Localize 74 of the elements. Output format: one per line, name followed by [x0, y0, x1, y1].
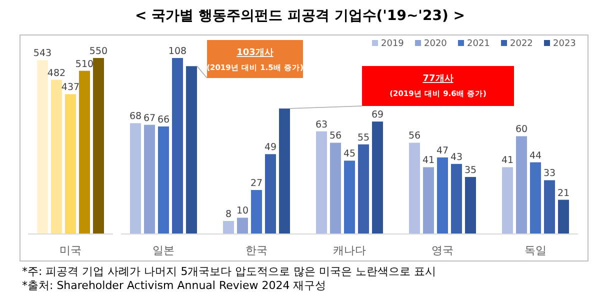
data-label: 63 — [315, 119, 328, 130]
bar — [451, 164, 462, 234]
data-label: 33 — [543, 168, 556, 180]
bar — [316, 131, 327, 234]
bar — [223, 220, 234, 234]
bar — [265, 154, 276, 234]
data-label: 45 — [343, 148, 356, 160]
data-label: 41 — [422, 155, 435, 166]
data-label: 68 — [129, 111, 142, 122]
bar — [158, 126, 169, 234]
data-label: 543 — [33, 48, 52, 60]
data-label: 49 — [264, 142, 277, 154]
chart-title: < 국가별 행동주의펀드 피공격 기업수('19~'23) > — [135, 8, 465, 24]
x-tick-label: 캐나다 — [333, 244, 366, 257]
x-tick-label: 일본 — [152, 244, 174, 257]
bar — [79, 70, 90, 234]
bar — [237, 218, 248, 234]
bar — [437, 157, 448, 234]
data-label: 43 — [450, 152, 463, 163]
data-label: 60 — [515, 124, 528, 136]
legend-label: 2020 — [424, 39, 448, 49]
data-label: 482 — [47, 68, 66, 79]
data-label: 108 — [168, 46, 187, 57]
bar — [530, 162, 541, 234]
data-label: 55 — [357, 132, 370, 144]
data-label: 10 — [236, 206, 249, 217]
x-tick-label: 영국 — [432, 244, 454, 257]
bar — [144, 124, 155, 234]
x-tick-label: 독일 — [524, 244, 546, 257]
data-label: 21 — [557, 188, 570, 199]
bar — [172, 58, 183, 234]
bar — [130, 123, 141, 234]
legend-label: 2021 — [467, 39, 490, 49]
x-tick-label: 미국 — [60, 244, 82, 257]
data-label: 550 — [89, 46, 108, 57]
bar — [251, 190, 262, 234]
data-label: 69 — [371, 110, 384, 121]
data-label: 41 — [501, 155, 514, 166]
bar — [544, 180, 555, 234]
data-label: 66 — [157, 114, 170, 126]
bar — [358, 144, 369, 234]
annotation: 77개사 — [422, 74, 454, 84]
bar — [37, 60, 48, 234]
bar — [502, 167, 513, 234]
data-label: 47 — [436, 145, 449, 156]
bar — [465, 176, 476, 234]
bar — [344, 160, 355, 234]
data-label: 510 — [75, 58, 94, 70]
bar — [409, 142, 420, 234]
data-label: 8 — [225, 208, 232, 220]
x-tick-label: 한국 — [246, 244, 268, 257]
bar — [558, 200, 569, 234]
bar — [279, 108, 290, 234]
data-label: 56 — [408, 130, 421, 142]
legend-label: 2019 — [381, 39, 404, 49]
bar — [93, 58, 104, 234]
data-label: 56 — [329, 130, 342, 142]
bar — [516, 136, 527, 234]
bar — [330, 142, 341, 234]
bar — [51, 80, 62, 234]
text: *출처: Shareholder Activism Annual Review 2024 재구성 — [22, 279, 326, 292]
data-label: 67 — [143, 112, 156, 124]
legend-label: 2022 — [510, 39, 533, 49]
bar — [423, 167, 434, 234]
bar — [372, 122, 383, 234]
annotation: 103개사 — [236, 48, 274, 58]
data-label: 44 — [529, 150, 542, 162]
data-label: 437 — [61, 82, 80, 94]
data-label: 27 — [250, 178, 263, 189]
bar — [65, 94, 76, 234]
text: *주: 피공격 기업 사례가 나머지 5개국보다 압도적으로 많은 미국은 노란색으로 표시 — [22, 265, 436, 278]
bar — [186, 66, 197, 234]
data-label: 35 — [464, 164, 477, 176]
legend-label: 2023 — [553, 39, 576, 49]
